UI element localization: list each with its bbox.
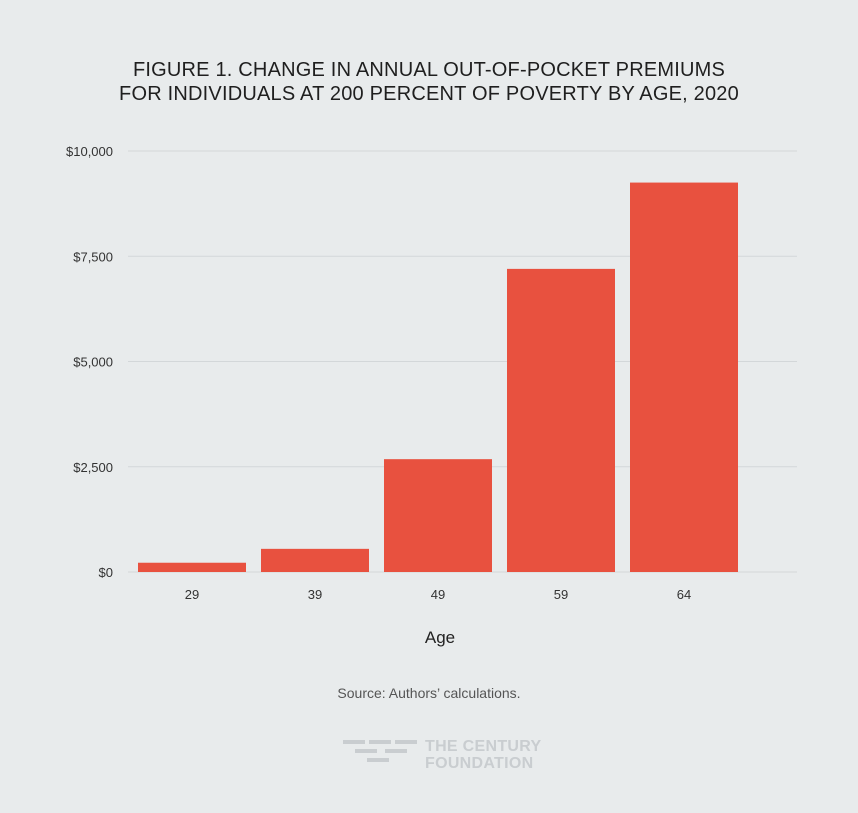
source-note: Source: Authors’ calculations. xyxy=(337,685,521,701)
chart-title-line-1: FIGURE 1. CHANGE IN ANNUAL OUT-OF-POCKET… xyxy=(132,59,726,81)
x-tick-label: 49 xyxy=(431,587,445,602)
bar-39 xyxy=(261,548,369,572)
y-tick-label: $2,500 xyxy=(73,460,113,475)
x-tick-label: 39 xyxy=(308,587,322,602)
x-axis-label: Age xyxy=(425,628,455,647)
logo-mark-icon xyxy=(343,740,417,762)
logo-text-line-1: THE CENTURY xyxy=(425,738,542,755)
bar-64 xyxy=(630,182,738,572)
y-tick-label: $7,500 xyxy=(73,249,113,264)
bar-29 xyxy=(138,562,246,572)
bar-59 xyxy=(507,268,615,572)
y-tick-label: $0 xyxy=(99,565,113,580)
y-tick-label: $10,000 xyxy=(66,144,113,159)
y-tick-label: $5,000 xyxy=(73,355,113,370)
logo-text-line-2: FOUNDATION xyxy=(425,755,534,772)
bar-49 xyxy=(384,459,492,572)
century-foundation-logo: THE CENTURY FOUNDATION xyxy=(343,738,563,778)
x-tick-label: 29 xyxy=(185,587,199,602)
x-tick-label: 59 xyxy=(554,587,568,602)
x-tick-label: 64 xyxy=(677,587,691,602)
chart-title-line-2: FOR INDIVIDUALS AT 200 PERCENT OF POVERT… xyxy=(119,83,739,105)
chart-title: FIGURE 1. CHANGE IN ANNUAL OUT-OF-POCKET… xyxy=(0,58,858,106)
logo-text: THE CENTURY FOUNDATION xyxy=(425,738,542,772)
